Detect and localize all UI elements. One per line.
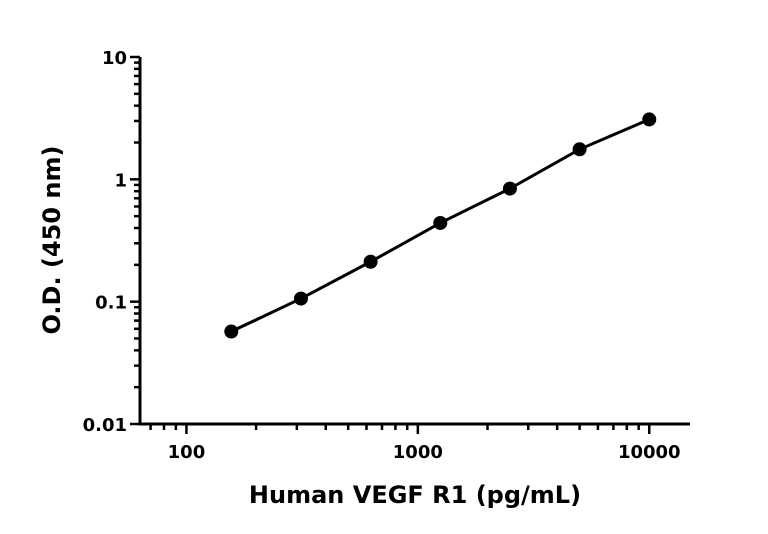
- ticks: 100 1000 10000 0.01 0.1 1 10: [83, 48, 681, 463]
- axes: [138, 57, 690, 426]
- data-point: [224, 324, 239, 339]
- data-point: [363, 254, 378, 269]
- x-tick-label: 100: [168, 442, 206, 463]
- data-point: [293, 291, 308, 306]
- x-axis-label: Human VEGF R1 (pg/mL): [249, 481, 581, 509]
- y-tick-label: 10: [102, 48, 127, 69]
- y-tick-label: 1: [114, 170, 127, 191]
- x-tick-label: 1000: [393, 442, 443, 463]
- y-tick-label: 0.1: [95, 293, 127, 314]
- data-point: [502, 181, 517, 196]
- data-point: [572, 142, 587, 157]
- y-axis-label: O.D. (450 nm): [38, 146, 66, 335]
- series: [224, 112, 657, 339]
- x-tick-label: 10000: [618, 442, 681, 463]
- data-point: [642, 112, 657, 127]
- y-tick-label: 0.01: [83, 415, 127, 436]
- data-point: [433, 215, 448, 230]
